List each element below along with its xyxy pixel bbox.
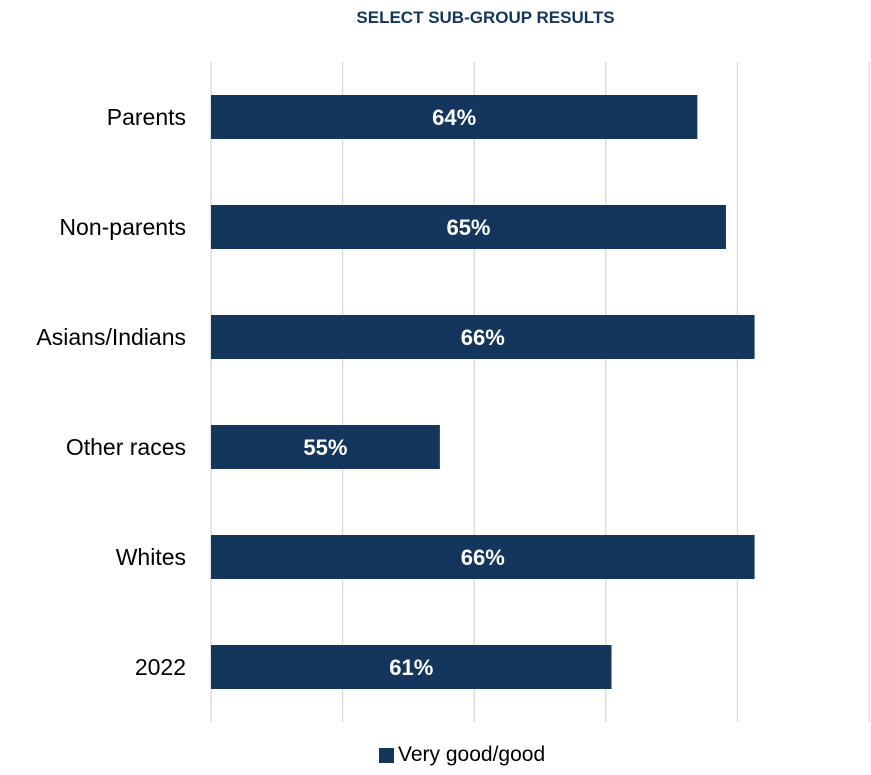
bar bbox=[211, 425, 440, 469]
bar bbox=[211, 205, 726, 249]
category-label: 2022 bbox=[135, 654, 186, 680]
category-label: Parents bbox=[107, 104, 186, 130]
category-label: Asians/Indians bbox=[36, 324, 186, 350]
bar-value-label: 65% bbox=[446, 215, 490, 240]
bar bbox=[211, 95, 698, 139]
category-label: Non-parents bbox=[59, 214, 186, 240]
bar-value-label: 55% bbox=[303, 435, 347, 460]
bar-value-label: 66% bbox=[461, 325, 505, 350]
category-label: Other races bbox=[66, 434, 186, 460]
bar-chart: 64% Parents 65% Non-parents 66% Asians/Indian… bbox=[36, 62, 870, 722]
bar bbox=[211, 645, 612, 689]
legend: Very good/good bbox=[379, 735, 545, 775]
chart-title: SELECT SUB-GROUP RESULTS bbox=[356, 8, 615, 27]
legend-label: Very good/good bbox=[398, 743, 546, 766]
legend-swatch bbox=[379, 747, 394, 763]
category-label: Whites bbox=[116, 544, 186, 570]
bar bbox=[211, 315, 755, 359]
bar-value-label: 61% bbox=[389, 655, 433, 680]
bar-value-label: 66% bbox=[461, 545, 505, 570]
bar bbox=[211, 535, 755, 579]
bar-value-label: 64% bbox=[432, 105, 476, 130]
